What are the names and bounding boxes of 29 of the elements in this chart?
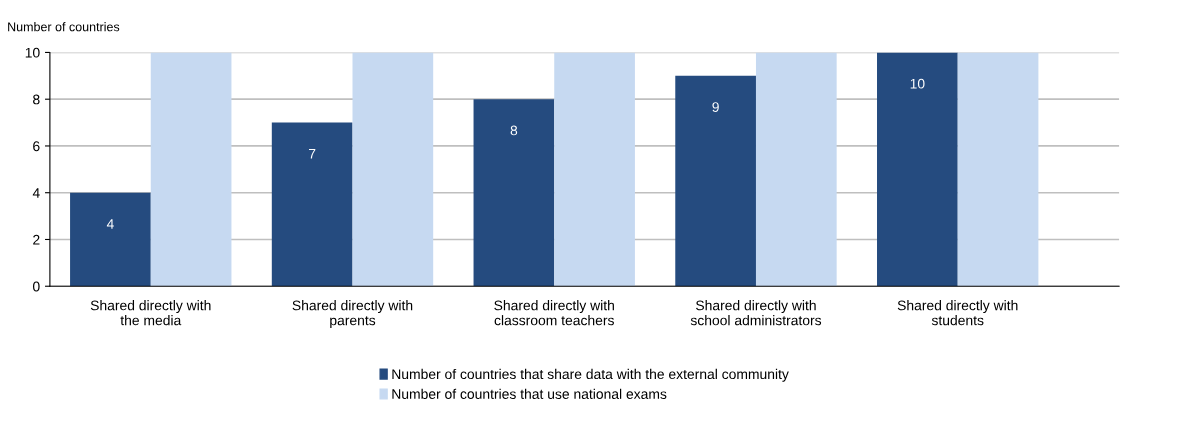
legend-label: Number of countries that share data with the external community	[392, 368, 789, 382]
x-tick-label: Shared directly with school administrators	[690, 300, 822, 326]
y-tick-label: 0	[32, 281, 40, 292]
bar	[957, 52, 1039, 287]
y-axis-title: Number of countries	[8, 22, 120, 32]
y-tick-label: 2	[33, 234, 40, 245]
y-tick-label: 8	[33, 94, 40, 105]
bar	[755, 52, 837, 287]
bar	[352, 52, 434, 287]
bar	[675, 75, 756, 287]
x-tick-label: Shared directly with the media	[90, 300, 211, 326]
y-tick-label: 6	[33, 141, 40, 152]
data-label: 10	[910, 78, 925, 89]
x-tick-label: Shared directly with classroom teachers	[494, 300, 614, 326]
bar	[70, 192, 151, 287]
y-tick-label: 10	[25, 47, 40, 58]
data-label: 7	[309, 149, 316, 159]
data-label: 9	[712, 102, 719, 112]
x-tick-label: Shared directly with parents	[292, 300, 413, 329]
bar	[271, 122, 353, 287]
bar	[877, 52, 958, 287]
x-tick-label: Shared directly with students	[897, 300, 1018, 326]
data-label: 4	[106, 219, 114, 229]
y-tick-label: 4	[32, 188, 40, 198]
bar	[473, 99, 555, 287]
legend-label: Number of countries that use national exams	[392, 388, 667, 399]
data-label: 8	[510, 125, 518, 136]
bar	[150, 52, 232, 287]
bar	[554, 52, 635, 287]
